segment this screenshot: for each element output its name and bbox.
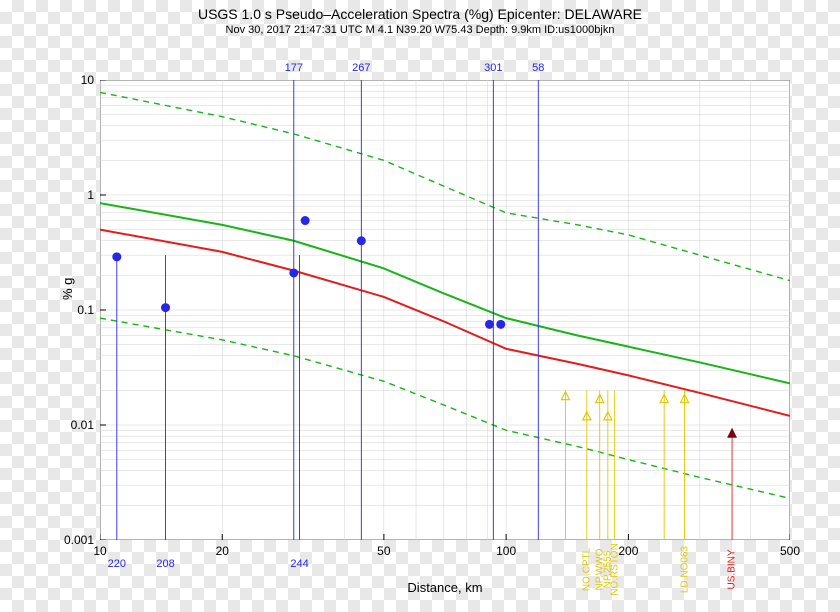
ytick-10: 10 [58, 73, 94, 87]
station-NO.CPTL: NO.CPTL [581, 548, 592, 591]
bot-dist-208: 208 [156, 558, 174, 570]
y-axis-label: % g [60, 278, 75, 300]
bot-dist-220: 220 [108, 558, 126, 570]
ytick-1: 1 [58, 188, 94, 202]
top-dist-267: 267 [352, 62, 370, 74]
bot-dist-244: 244 [290, 558, 308, 570]
plot-svg [100, 80, 790, 540]
plot-area [100, 80, 790, 540]
top-dist-301: 301 [484, 62, 502, 74]
ytick-0.1: 0.1 [58, 303, 94, 317]
station-LD.NO063: LD.NO063 [679, 546, 690, 593]
xtick-500: 500 [775, 544, 805, 558]
xtick-20: 20 [207, 544, 237, 558]
top-dist-58: 58 [532, 62, 544, 74]
station-NO.RSTON: NO.RSTON [609, 543, 620, 596]
station-US.BINY: US.BINY [727, 549, 738, 589]
xtick-50: 50 [369, 544, 399, 558]
chart-subtitle: Nov 30, 2017 21:47:31 UTC M 4.1 N39.20 W… [0, 24, 840, 36]
xtick-10: 10 [85, 544, 115, 558]
chart-title-block: USGS 1.0 s Pseudo–Acceleration Spectra (… [0, 6, 840, 36]
top-dist-177: 177 [285, 62, 303, 74]
xtick-100: 100 [491, 544, 521, 558]
ytick-0.01: 0.01 [58, 418, 94, 432]
chart-title: USGS 1.0 s Pseudo–Acceleration Spectra (… [0, 6, 840, 22]
